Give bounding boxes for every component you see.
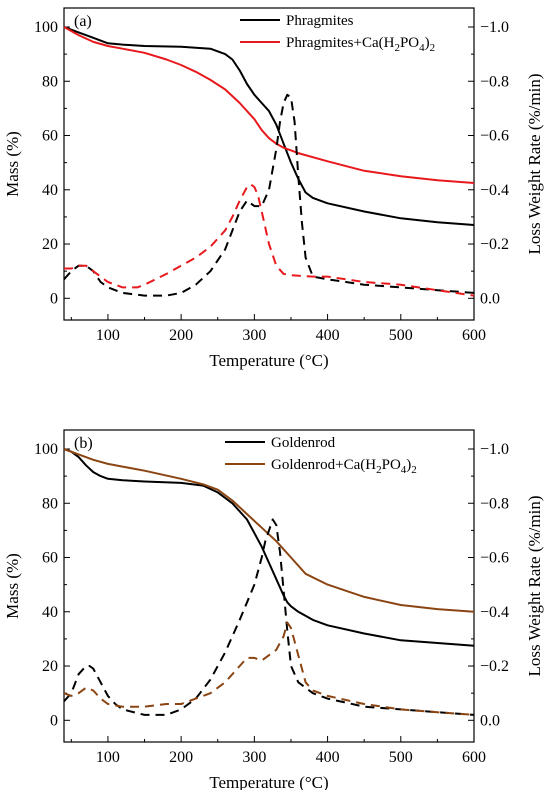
panel-label: (a) [74,13,92,30]
y2-tick-label: 0.0 [480,290,500,307]
x-tick-label: 500 [389,327,413,344]
x-tick-label: 500 [389,749,413,766]
x-tick-label: 300 [242,327,266,344]
panel-b: 100 200 300 400 500 600 0 20 40 60 80 100 0.0 −0.2 −0.… [3,429,544,790]
y-axis-title: Mass (%) [3,553,22,619]
panel-label: (b) [74,435,93,452]
legend-label: Phragmites [286,13,354,29]
y-tick-label: 100 [34,19,58,36]
legend-label: Goldenrod [271,435,336,451]
y-tick-label: 40 [42,604,58,621]
plot-frame [63,429,475,743]
mass-series-line [63,448,475,613]
x-axis-title: Temperature (°C) [209,351,328,370]
x-tick-label: 600 [462,327,486,344]
y2-tick-label: −0.8 [480,495,509,512]
y2-tick-label: −0.4 [480,604,509,621]
y-tick-label: 20 [42,658,58,675]
y2-tick-label: −1.0 [480,19,509,36]
y2-tick-label: −1.0 [480,441,509,458]
x-tick-label: 100 [96,327,120,344]
rate-series-line [63,93,475,297]
x-tick-label: 100 [96,749,120,766]
y2-tick-label: −0.2 [480,236,509,253]
rate-series-line [64,183,475,297]
x-tick-label: 400 [316,749,340,766]
y-tick-label: 20 [42,236,58,253]
y-tick-label: 60 [42,128,58,145]
y2-tick-label: −0.6 [480,128,509,145]
legend-label: Goldenrod+Ca(H2PO4)2 [271,457,417,476]
y-tick-label: 40 [42,182,58,199]
panel-a: 100 200 300 400 500 600 0 20 40 60 80 100 0.0 −0.2 −0.… [3,7,544,370]
y-tick-label: 80 [42,73,58,90]
y2-axis-title: Loss Weight Rate (%/min) [525,73,544,254]
y-tick-label: 60 [42,550,58,567]
x-tick-label: 200 [169,327,193,344]
x-tick-label: 400 [316,327,340,344]
y2-tick-label: −0.6 [480,550,509,567]
mass-series-line [63,26,475,184]
y-tick-label: 100 [34,441,58,458]
y-tick-label: 0 [50,712,58,729]
y2-tick-label: −0.4 [480,182,509,199]
legend-label: Phragmites+Ca(H2PO4)2 [286,35,435,54]
y2-tick-label: 0.0 [480,712,500,729]
y-tick-label: 80 [42,495,58,512]
y-tick-label: 0 [50,290,58,307]
x-axis-title: Temperature (°C) [209,773,328,790]
x-tick-label: 600 [462,749,486,766]
rate-series-line [63,621,475,716]
rate-series-line [63,518,475,716]
x-tick-label: 200 [169,749,193,766]
mass-series-line [63,26,475,226]
mass-series-line [63,448,475,647]
y2-tick-label: −0.2 [480,658,509,675]
y-axis-title: Mass (%) [3,131,22,197]
plot-frame [63,7,475,321]
y2-tick-label: −0.8 [480,73,509,90]
y2-axis-title: Loss Weight Rate (%/min) [525,495,544,676]
x-tick-label: 300 [242,749,266,766]
